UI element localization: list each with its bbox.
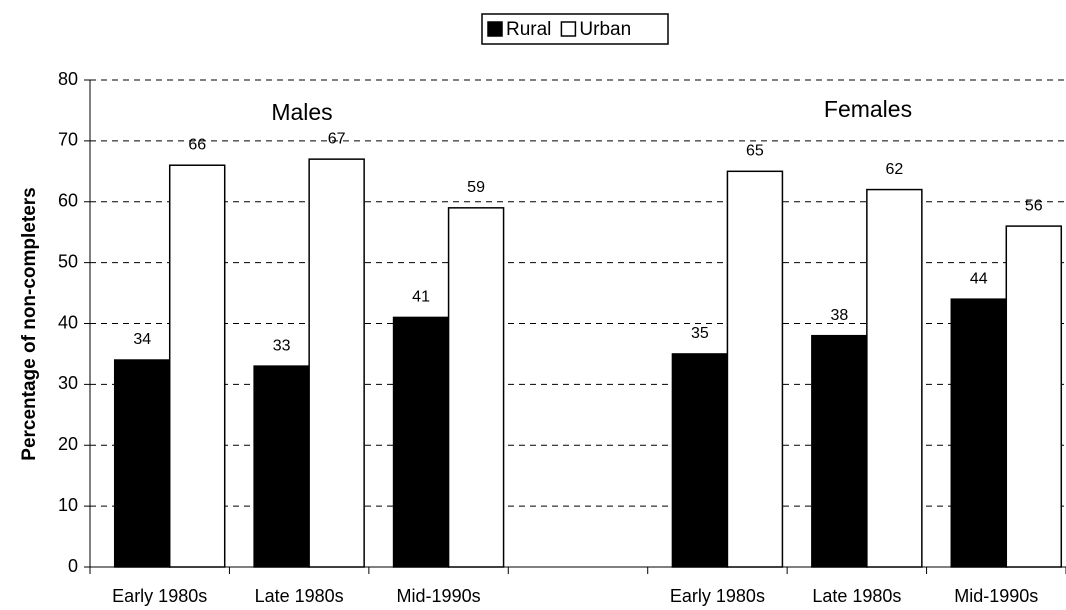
annotation: Males xyxy=(271,99,332,125)
data-label: 62 xyxy=(885,161,903,178)
data-label: 66 xyxy=(188,136,206,153)
x-tick-label: Mid-1990s xyxy=(397,586,481,606)
x-tick-label: Early 1980s xyxy=(670,586,765,606)
legend-label: Rural xyxy=(506,19,551,40)
bar xyxy=(168,164,226,568)
y-tick-label: 40 xyxy=(58,312,78,332)
x-tick-label: Mid-1990s xyxy=(954,586,1038,606)
y-axis-label: Percentage of non-completers xyxy=(19,187,40,460)
y-tick-label: 20 xyxy=(58,434,78,454)
data-label: 59 xyxy=(467,179,485,196)
x-tick-label: Late 1980s xyxy=(255,586,344,606)
legend-swatch xyxy=(560,21,577,37)
bar xyxy=(308,158,365,568)
data-label: 44 xyxy=(970,270,988,287)
data-label: 56 xyxy=(1025,197,1043,214)
y-tick-label: 50 xyxy=(58,251,78,271)
legend-swatch xyxy=(487,21,503,37)
data-label: 41 xyxy=(412,289,430,306)
data-label: 67 xyxy=(328,130,346,147)
bar xyxy=(113,359,171,568)
data-label: 35 xyxy=(691,325,709,342)
bar xyxy=(392,316,450,568)
x-tick-label: Early 1980s xyxy=(112,586,207,606)
annotation: Females xyxy=(824,96,912,122)
bar xyxy=(671,353,729,568)
bar xyxy=(811,334,868,568)
y-tick-label: 0 xyxy=(68,556,78,576)
data-label: 34 xyxy=(133,331,151,348)
legend-box xyxy=(481,13,669,45)
data-label: 33 xyxy=(273,337,291,354)
bar xyxy=(866,188,923,568)
data-label: 65 xyxy=(746,143,764,160)
y-tick-label: 80 xyxy=(58,69,78,89)
bar xyxy=(950,298,1008,568)
bar xyxy=(447,207,505,568)
y-tick-label: 60 xyxy=(58,191,78,211)
y-tick-label: 10 xyxy=(58,495,78,515)
x-tick-label: Late 1980s xyxy=(812,586,901,606)
legend-label: Urban xyxy=(579,19,631,40)
y-tick-label: 30 xyxy=(58,373,78,393)
bar xyxy=(1005,225,1063,568)
data-label: 38 xyxy=(830,307,848,324)
bar xyxy=(253,365,310,568)
bar xyxy=(726,170,784,568)
y-tick-label: 70 xyxy=(58,130,78,150)
